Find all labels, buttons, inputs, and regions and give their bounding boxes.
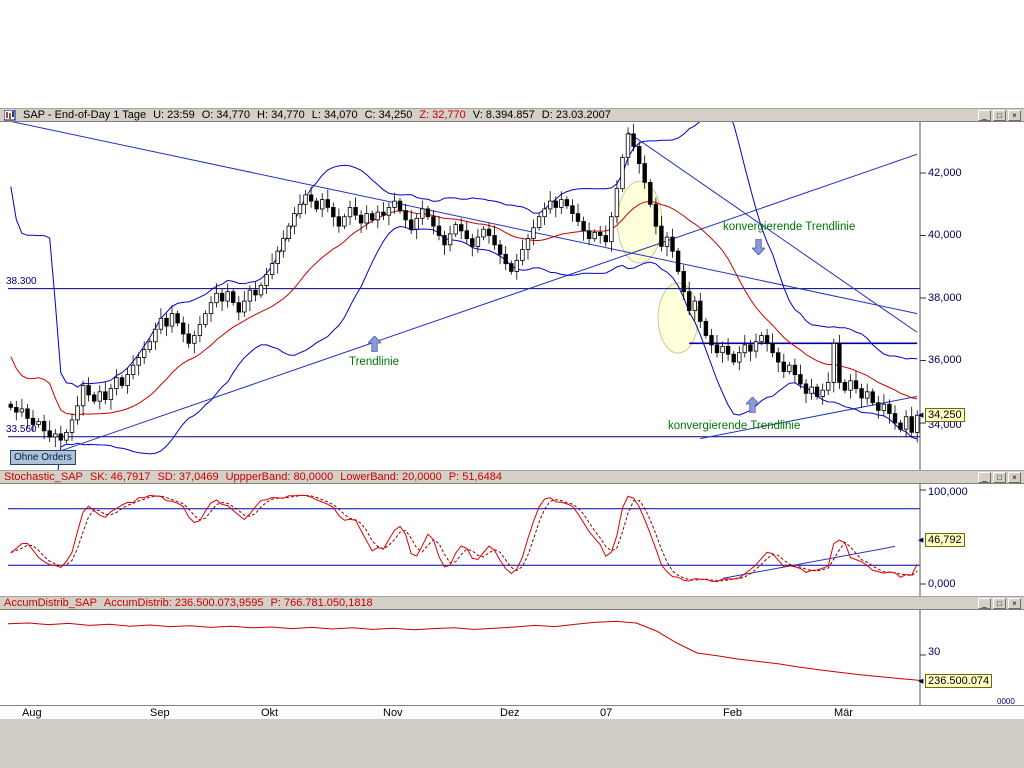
stochastic-canvas[interactable]: [0, 484, 1024, 596]
stochastic-value-box: 46,792: [925, 533, 965, 547]
field-high: H: 34,770: [257, 108, 305, 121]
price-chart-panel: [0, 122, 1024, 470]
accumdistrib-value-marker-icon: ◀: [918, 678, 924, 685]
y-axis-label-0: 0,000: [928, 578, 956, 590]
accumdistrib-canvas[interactable]: [0, 610, 1024, 705]
maximize-button[interactable]: □: [993, 598, 1006, 609]
field-z: Z: 32,770: [419, 108, 466, 121]
main-chart-titlebar[interactable]: SAP - End-of-Day 1 Tage U: 23:59 O: 34,7…: [0, 108, 1024, 122]
y-axis-label-30: 30: [928, 646, 941, 658]
accumdistrib-titlebar[interactable]: AccumDistrib_SAP AccumDistrib: 236.500.0…: [0, 596, 1024, 610]
minimize-button[interactable]: _: [978, 598, 991, 609]
last-price-marker-icon: ◀: [918, 412, 924, 419]
field-low: L: 34,070: [311, 108, 358, 121]
chart-icon: [3, 109, 16, 121]
field-sk: SK: 46,7917: [89, 470, 151, 483]
window-controls: _ □ ×: [978, 472, 1021, 483]
stochastic-titlebar[interactable]: Stochastic_SAP SK: 46,7917 SD: 37,0469 U…: [0, 470, 1024, 484]
maximize-button[interactable]: □: [993, 472, 1006, 483]
field-close: C: 34,250: [364, 108, 413, 121]
accumdistrib-value-box: 236.500.074: [925, 674, 993, 688]
month-label: Aug: [22, 707, 42, 719]
down-arrow-icon: [751, 238, 766, 256]
field-volume: V: 8.394.857: [472, 108, 535, 121]
minimize-button[interactable]: _: [978, 110, 991, 121]
window-controls: _ □ ×: [978, 598, 1021, 609]
field-p: P: 766.781.050,1818: [270, 596, 373, 609]
field-update-time: U: 23:59: [153, 108, 195, 121]
stochastic-name: Stochastic_SAP: [4, 470, 83, 483]
y-axis-label-42000: 42,000: [928, 167, 962, 179]
instrument-title: SAP - End-of-Day 1 Tage: [23, 108, 147, 121]
field-lowerband: LowerBand: 20,0000: [340, 470, 442, 483]
month-label: Dez: [500, 707, 520, 719]
window-controls: _ □ ×: [978, 110, 1021, 121]
up-arrow-icon: [745, 396, 760, 414]
up-arrow-icon: [367, 335, 382, 353]
support-price-label: 38.300: [6, 276, 37, 287]
field-open: O: 34,770: [201, 108, 251, 121]
stochastic-panel: [0, 484, 1024, 596]
minimize-button[interactable]: _: [978, 472, 991, 483]
field-date: D: 23.03.2007: [541, 108, 611, 121]
month-label: Sep: [150, 707, 170, 719]
y-axis-label-38000: 38,000: [928, 292, 962, 304]
orders-status-button[interactable]: Ohne Orders: [10, 450, 76, 465]
time-axis: Aug Sep Okt Nov Dez 07 Feb Mär: [0, 705, 1024, 719]
close-button[interactable]: ×: [1008, 472, 1021, 483]
price-chart-canvas[interactable]: [0, 122, 1024, 470]
month-label: Feb: [723, 707, 742, 719]
y-axis-label-40000: 40,000: [928, 229, 962, 241]
annotation-trendlinie: Trendlinie: [349, 356, 400, 368]
field-accumdistrib: AccumDistrib: 236.500.073,9595: [103, 596, 264, 609]
month-label: 07: [600, 707, 613, 719]
y-axis-partial-label: 0000: [997, 697, 1015, 706]
month-label: Mär: [834, 707, 853, 719]
field-upperband: UppperBand: 80,0000: [225, 470, 334, 483]
accumdistrib-panel: [0, 610, 1024, 705]
month-label: Nov: [383, 707, 403, 719]
field-p: P: 51,6484: [448, 470, 502, 483]
y-axis-label-36000: 36,000: [928, 354, 962, 366]
annotation-konvergierende-trendlinie-2: konvergierende Trendlinie: [668, 420, 801, 432]
support-price-label: 33.560: [6, 424, 37, 435]
maximize-button[interactable]: □: [993, 110, 1006, 121]
close-button[interactable]: ×: [1008, 110, 1021, 121]
annotation-konvergierende-trendlinie-1: konvergierende Trendlinie: [723, 221, 856, 233]
last-price-box: 34,250: [925, 408, 965, 422]
y-axis-label-100: 100,000: [928, 486, 968, 498]
field-sd: SD: 37,0469: [157, 470, 219, 483]
close-button[interactable]: ×: [1008, 598, 1021, 609]
accumdistrib-name: AccumDistrib_SAP: [4, 596, 97, 609]
stochastic-value-marker-icon: ◀: [918, 537, 924, 544]
empty-top-area: [0, 0, 1024, 108]
month-label: Okt: [261, 707, 279, 719]
y-axis-label-34000: 34,000: [928, 419, 962, 431]
